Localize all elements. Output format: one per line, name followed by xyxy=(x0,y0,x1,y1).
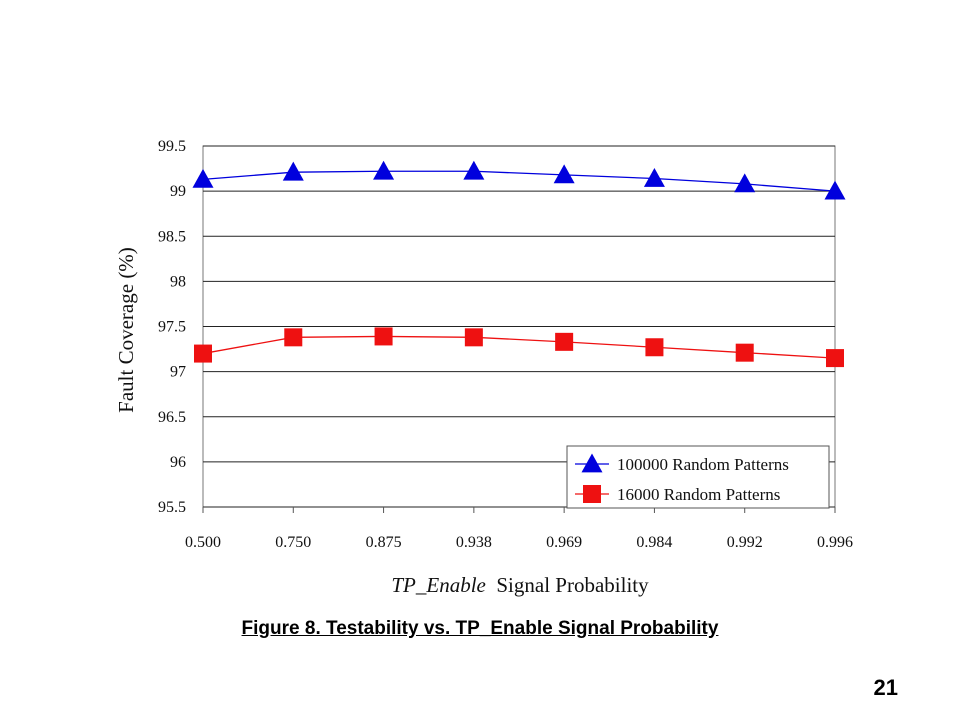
x-axis-title-rest: Signal Probability xyxy=(496,573,649,597)
triangle-marker xyxy=(734,173,756,193)
page-number: 21 xyxy=(873,675,898,700)
legend-marker xyxy=(581,453,603,473)
square-marker xyxy=(284,328,303,347)
series-line xyxy=(202,170,836,192)
x-tick-label: 0.984 xyxy=(636,534,672,551)
series-1 xyxy=(192,160,846,200)
x-axis-title-spacer xyxy=(486,573,497,597)
square-marker xyxy=(374,327,393,346)
x-tick-label: 0.996 xyxy=(817,534,853,551)
triangle-marker xyxy=(643,167,665,187)
x-tick-label: 0.992 xyxy=(727,534,763,551)
y-tick-label: 96.5 xyxy=(158,409,186,426)
y-tick-labels: 95.5 96 96.5 97 97.5 98 98.5 99 99.5 xyxy=(158,138,186,516)
y-tick-label: 99.5 xyxy=(158,138,186,155)
x-axis-title-italic: TP_Enable xyxy=(391,573,486,597)
y-tick-label: 97.5 xyxy=(158,319,186,336)
triangle-marker xyxy=(192,168,214,188)
x-tick-label: 0.938 xyxy=(456,534,492,551)
square-marker xyxy=(464,328,483,347)
square-marker xyxy=(645,338,664,357)
triangle-marker xyxy=(553,164,575,184)
y-tick-label: 97 xyxy=(170,364,186,381)
x-axis-title: TP_Enable Signal Probability xyxy=(391,573,649,597)
legend: 100000 Random Patterns 16000 Random Patte… xyxy=(566,445,830,509)
legend-marker xyxy=(583,485,601,503)
square-marker xyxy=(735,343,754,362)
y-tick-label: 99 xyxy=(170,183,186,200)
triangle-marker xyxy=(824,180,846,200)
series-2 xyxy=(194,327,844,368)
square-marker xyxy=(555,332,574,351)
y-tick-label: 98.5 xyxy=(158,228,186,245)
legend-label: 100000 Random Patterns xyxy=(617,455,789,474)
y-tick-label: 95.5 xyxy=(158,499,186,516)
x-tick-labels: 0.500 0.750 0.875 0.938 0.969 0.984 0.992 0.996 xyxy=(185,534,853,551)
series-line xyxy=(202,335,836,359)
triangle-marker xyxy=(463,160,485,180)
legend-label: 16000 Random Patterns xyxy=(617,485,780,504)
series-layer xyxy=(192,160,846,368)
figure-caption: Figure 8. Testability vs. TP_Enable Sign… xyxy=(0,618,960,640)
y-tick-label: 96 xyxy=(170,454,186,471)
x-tick-label: 0.750 xyxy=(275,534,311,551)
y-axis-title: Fault Coverage (%) xyxy=(114,247,138,413)
figure-caption-text: Figure 8. Testability vs. TP_Enable Sign… xyxy=(241,618,719,639)
x-tick-label: 0.969 xyxy=(546,534,582,551)
x-tick-label: 0.875 xyxy=(366,534,402,551)
legend-box xyxy=(566,445,830,509)
square-marker xyxy=(194,344,212,363)
x-tick-label: 0.500 xyxy=(185,534,221,551)
triangle-marker xyxy=(282,161,304,181)
y-tick-label: 98 xyxy=(170,273,186,290)
square-marker xyxy=(826,349,844,368)
triangle-marker xyxy=(373,160,395,180)
